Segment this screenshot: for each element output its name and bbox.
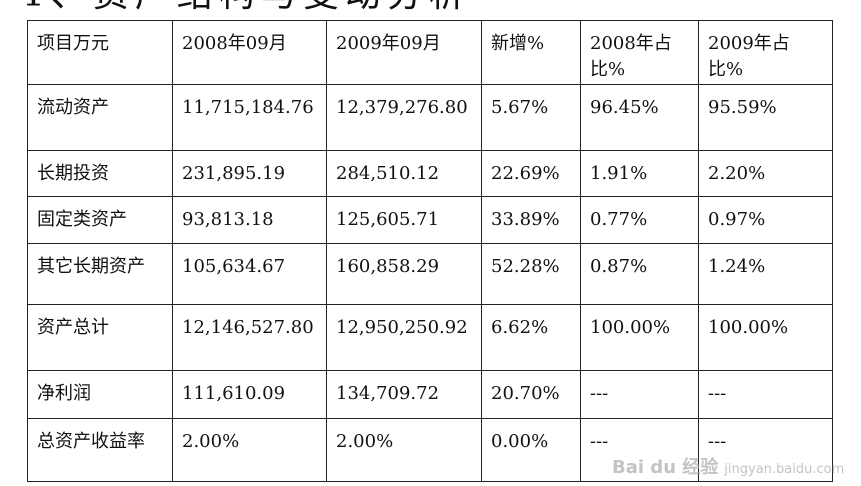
table-cell: 0.00% [481,418,581,482]
table-cell: 0.97% [698,196,833,244]
table-cell: 160,858.29 [326,243,482,305]
table-cell: 134,709.72 [326,370,482,419]
table-cell: 净利润 [27,370,173,419]
table-cell: 0.87% [580,243,699,305]
table-row: 固定类资产 93,813.18 125,605.71 33.89% 0.77% 0.97% [27,196,833,244]
section-title: 1、资产结构与变动分析 [22,0,471,16]
table-cell: 231,895.19 [172,150,327,197]
table-cell: 12,146,527.80 [172,304,327,371]
table-cell: 100.00% [580,304,699,371]
column-header: 新增% [481,20,581,85]
table-cell: 12,379,276.80 [326,84,482,151]
table-row: 长期投资 231,895.19 284,510.12 22.69% 1.91% 2.20% [27,150,833,197]
table-cell: 11,715,184.76 [172,84,327,151]
table-cell: 2.00% [172,418,327,482]
table-cell: 2.00% [326,418,482,482]
table-row: 资产总计 12,146,527.80 12,950,250.92 6.62% 100.0… [27,304,833,371]
table-cell: 12,950,250.92 [326,304,482,371]
table-row: 其它长期资产 105,634.67 160,858.29 52.28% 0.87% 1.2… [27,243,833,305]
asset-structure-table: 项目万元 2008年09月 2009年09月 新增% 2008年占比% 2009年占比% 流… [27,20,833,482]
table-cell: 0.77% [580,196,699,244]
column-header: 2009年占比% [698,20,833,85]
table-cell: 1.91% [580,150,699,197]
table-cell: 93,813.18 [172,196,327,244]
table-cell: 100.00% [698,304,833,371]
table-cell: --- [580,418,699,482]
column-header: 2008年占比% [580,20,699,85]
table-cell: 2.20% [698,150,833,197]
table-cell: 其它长期资产 [27,243,173,305]
table-row: 净利润 111,610.09 134,709.72 20.70% --- --- [27,370,833,419]
table-cell: 6.62% [481,304,581,371]
table-row: 总资产收益率 2.00% 2.00% 0.00% --- --- [27,418,833,482]
table-cell: 284,510.12 [326,150,482,197]
column-header: 项目万元 [27,20,173,85]
table-cell: 20.70% [481,370,581,419]
table-cell: 96.45% [580,84,699,151]
table-cell: 52.28% [481,243,581,305]
table-cell: 22.69% [481,150,581,197]
table-cell: 固定类资产 [27,196,173,244]
table-cell: 流动资产 [27,84,173,151]
table-cell: 33.89% [481,196,581,244]
table-cell: 1.24% [698,243,833,305]
table-cell: 5.67% [481,84,581,151]
table-cell: 111,610.09 [172,370,327,419]
table-row: 流动资产 11,715,184.76 12,379,276.80 5.67% 96.45… [27,84,833,151]
table-cell: 长期投资 [27,150,173,197]
table-cell: --- [698,418,833,482]
table-cell: 95.59% [698,84,833,151]
column-header: 2008年09月 [172,20,327,85]
table-cell: 资产总计 [27,304,173,371]
column-header: 2009年09月 [326,20,482,85]
table-cell: --- [580,370,699,419]
header-row: 项目万元 2008年09月 2009年09月 新增% 2008年占比% 2009年占比% [27,20,833,85]
table-cell: --- [698,370,833,419]
table-cell: 125,605.71 [326,196,482,244]
table-cell: 总资产收益率 [27,418,173,482]
table-cell: 105,634.67 [172,243,327,305]
